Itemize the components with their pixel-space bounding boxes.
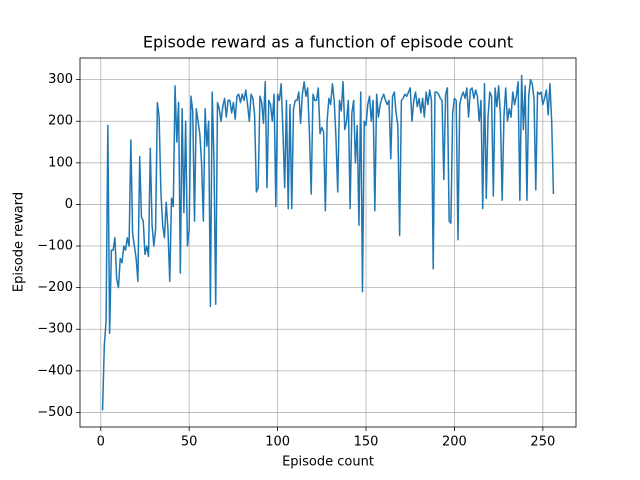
y-tick-label: −500 [37,405,73,420]
data-line [101,74,555,411]
y-tick-label: 100 [48,155,73,170]
y-tick-label: −200 [37,280,73,295]
y-tick-label: 0 [65,197,73,212]
chart-title: Episode reward as a function of episode … [143,33,513,52]
x-axis-label: Episode count [282,455,374,470]
y-tick-label: −400 [37,363,73,378]
y-tick-label: 300 [48,72,73,87]
y-tick-label: −100 [37,239,73,254]
y-axis-label: Episode reward [12,192,27,292]
plot-area [101,74,555,411]
x-tick-label: 0 [97,435,105,450]
x-tick-label: 100 [265,435,290,450]
y-tick-label: 200 [48,114,73,129]
x-tick-label: 150 [354,435,379,450]
x-tick-label: 50 [181,435,198,450]
x-tick-label: 250 [530,435,555,450]
y-tick-label: −300 [37,322,73,337]
axes-frame [79,57,577,428]
x-tick-label: 200 [442,435,467,450]
